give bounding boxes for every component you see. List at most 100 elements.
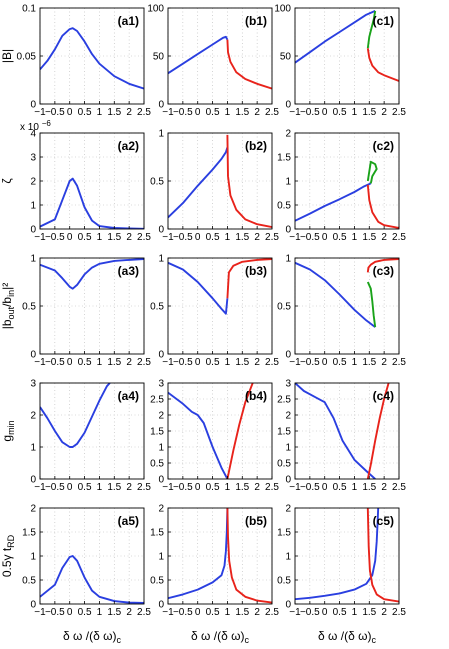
x-tick-label: 1.5 [235, 357, 249, 368]
x-tick-label: 1 [97, 482, 103, 493]
series-line-red [226, 508, 272, 604]
x-tick-label: 0.5 [206, 482, 220, 493]
y-tick-label: 0.5 [277, 201, 291, 212]
series-line-blue [295, 508, 380, 601]
x-tick-label: 2.5 [137, 482, 151, 493]
panel-label: (c4) [373, 389, 394, 403]
series-line-blue [40, 258, 144, 290]
series-line-red [226, 39, 272, 90]
x-tick-label: −1 [34, 482, 46, 493]
y-tick-label: 0 [30, 475, 36, 486]
series-line-blue [295, 10, 376, 64]
x-tick-label: 0 [67, 357, 73, 368]
y-axis-labels: |B| ζ |bout/bin|² gmin 0.5γ tRD [0, 49, 16, 577]
y-tick-label: 50 [280, 52, 292, 63]
x-tick-label: 2 [126, 482, 132, 493]
panel-label: (b4) [245, 389, 267, 403]
y-tick-label: 0.5 [22, 302, 36, 313]
x-tick-label: −0.5 [45, 232, 65, 243]
x-tick-label: 0 [322, 107, 328, 118]
y-tick-label: 1 [30, 443, 36, 454]
y-tick-label: 2 [285, 504, 291, 515]
y-tick-label: 0.5 [22, 576, 36, 587]
y-tick-label: 0 [30, 100, 36, 111]
y-tick-label: 2 [158, 411, 164, 422]
x-tick-label: 2 [126, 607, 132, 618]
series-line-blue [40, 177, 144, 229]
y-tick-label: 1 [285, 254, 291, 265]
x-tick-label: 1.5 [362, 232, 376, 243]
panel-b4: −1 −0.5 0 0.5 1 1.5 2 2.500.511.522.53(b4) [150, 379, 279, 494]
panel-c3: −1 −0.5 0 0.5 1 1.5 2 2.500.51(c3) [277, 254, 406, 369]
series-line-red [366, 383, 390, 479]
y-tick-label: 1 [158, 552, 164, 563]
x-tick-label: 2.5 [137, 107, 151, 118]
panel-label: (b1) [245, 14, 267, 28]
series-line-red [226, 258, 272, 299]
x-tick-label: −0.5 [173, 357, 193, 368]
x-tick-label: 2 [254, 232, 260, 243]
series-line-red [366, 258, 399, 273]
x-tick-label: −0.5 [300, 232, 320, 243]
x-tick-label: −0.5 [300, 357, 320, 368]
x-tick-label: 2 [254, 107, 260, 118]
x-tick-label: 0 [322, 607, 328, 618]
y-tick-label: 0.5 [150, 177, 164, 188]
y-axis-label: 0.5γ tRD [0, 534, 16, 577]
series-line-blue [168, 35, 229, 75]
x-tick-label: 0.5 [78, 607, 92, 618]
x-tick-label: 0 [195, 357, 201, 368]
x-tick-label: −1 [289, 357, 301, 368]
y-tick-label: 2.5 [277, 395, 291, 406]
x-tick-label: 0.5 [206, 232, 220, 243]
x-tick-label: −1 [34, 232, 46, 243]
x-tick-label: 1.5 [107, 232, 121, 243]
series-line-blue [40, 27, 144, 90]
x-tick-label: 0 [67, 607, 73, 618]
x-tick-label: 1.5 [362, 607, 376, 618]
x-axis-labels: δ ω /(δ ω)c δ ω /(δ ω)c δ ω /(δ ω)c [63, 629, 376, 645]
series-line-red [366, 48, 399, 82]
y-tick-label: 50 [153, 52, 165, 63]
y-tick-label: 1.5 [277, 153, 291, 164]
y-tick-label: 1 [158, 254, 164, 265]
panel-c4: −1 −0.5 0 0.5 1 1.5 2 2.500.511.522.53(c4) [277, 379, 406, 494]
x-tick-label: 0.5 [78, 107, 92, 118]
x-tick-label: 0.5 [78, 357, 92, 368]
x-tick-label: 0.5 [206, 357, 220, 368]
x-tick-label: 1 [352, 482, 358, 493]
y-tick-label: 0.5 [150, 576, 164, 587]
y-tick-label: 0.1 [22, 4, 36, 15]
panel-label: (a3) [118, 264, 139, 278]
x-tick-label: −0.5 [45, 357, 65, 368]
x-tick-label: 1.5 [107, 107, 121, 118]
y-tick-label: 0 [158, 600, 164, 611]
x-tick-label: 2 [254, 607, 260, 618]
y-tick-label: 1.5 [277, 427, 291, 438]
series-line-blue [168, 508, 229, 600]
x-tick-label: −1 [162, 357, 174, 368]
x-tick-label: −1 [289, 232, 301, 243]
y-tick-label: 2 [158, 504, 164, 515]
x-tick-label: −1 [289, 482, 301, 493]
panel-label: (b5) [245, 514, 267, 528]
x-tick-label: −0.5 [300, 482, 320, 493]
y-tick-label: 0 [285, 475, 291, 486]
y-tick-label: 1 [158, 443, 164, 454]
panel-a3: −1 −0.5 0 0.5 1 1.5 2 2.500.51(a3) [22, 254, 151, 369]
x-tick-label: −0.5 [300, 107, 320, 118]
series-line-red [366, 508, 399, 603]
x-tick-label: −0.5 [300, 607, 320, 618]
x-tick-label: 2 [126, 357, 132, 368]
x-tick-label: 2.5 [392, 607, 406, 618]
x-tick-label: 1 [97, 107, 103, 118]
x-tick-label: 1.5 [107, 357, 121, 368]
y-tick-label: 3 [285, 379, 291, 390]
x-tick-label: 1 [352, 107, 358, 118]
y-tick-label: 1 [285, 177, 291, 188]
series-line-red [226, 134, 272, 229]
y-tick-label: 0 [285, 100, 291, 111]
x-tick-label: 0 [195, 107, 201, 118]
panel-label: (b2) [245, 139, 267, 153]
